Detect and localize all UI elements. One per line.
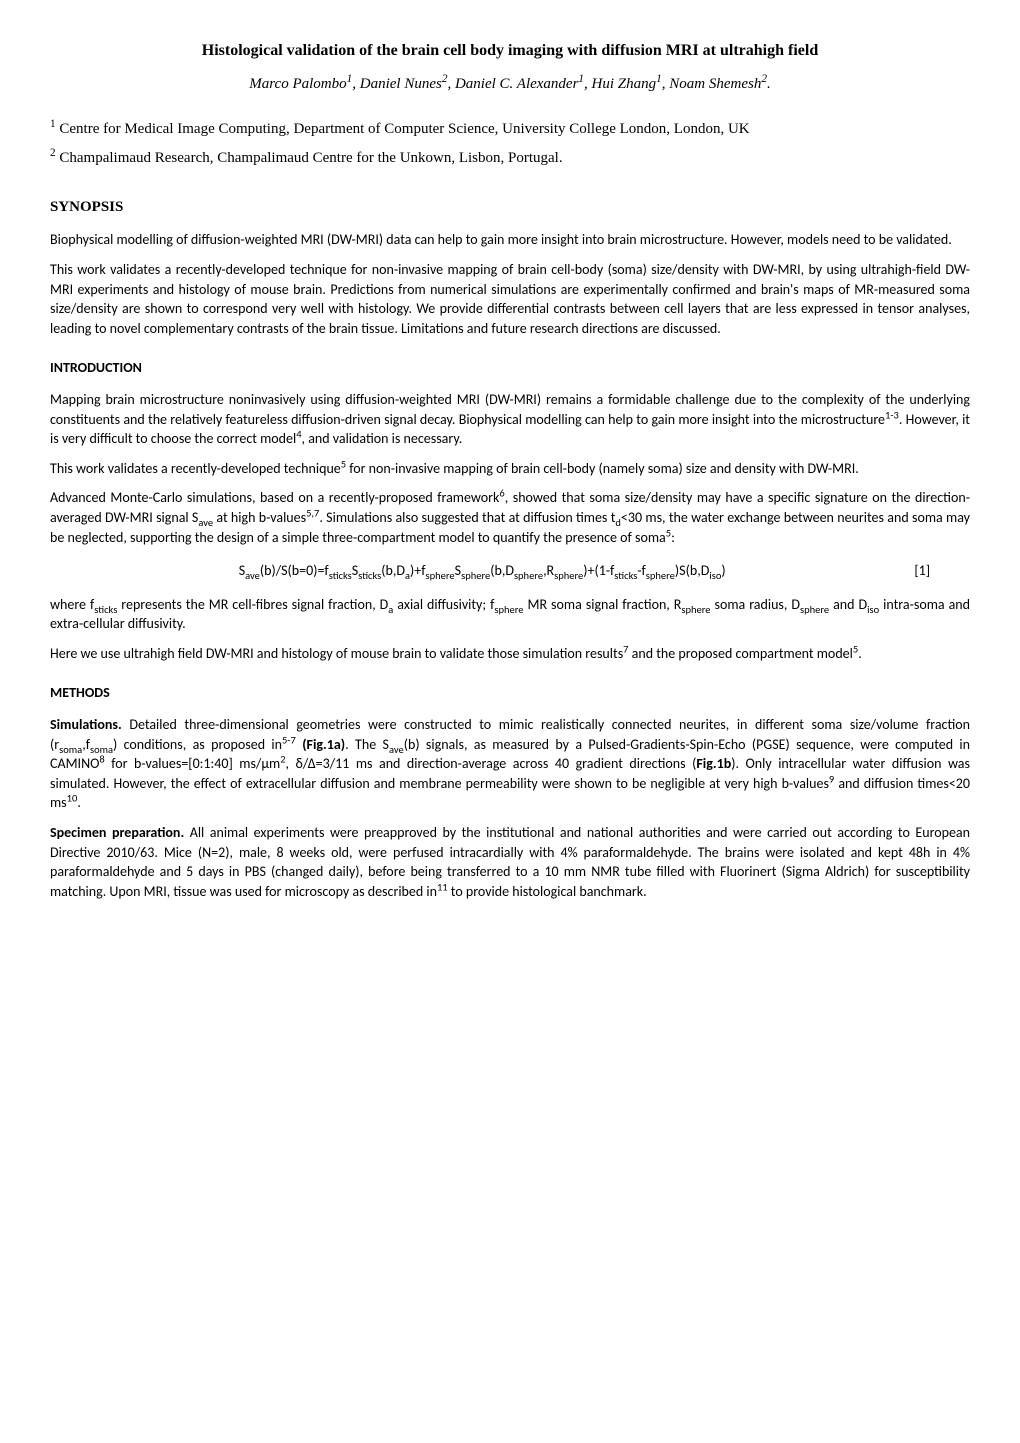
synopsis-para-1: Biophysical modelling of diffusion-weigh… — [50, 230, 970, 250]
synopsis-para-2: This work validates a recently-developed… — [50, 260, 970, 338]
equation-1: Save(b)/S(b=0)=fsticksSsticks(b,Da)+fsph… — [50, 561, 970, 581]
affiliation-sup: 1 — [50, 118, 56, 130]
intro-para-4: where fsticks represents the MR cell-fib… — [50, 595, 970, 634]
intro-para-2: This work validates a recently-developed… — [50, 459, 970, 479]
intro-para-5: Here we use ultrahigh field DW-MRI and h… — [50, 644, 970, 664]
equation-body: Save(b)/S(b=0)=fsticksSsticks(b,Da)+fsph… — [239, 562, 726, 579]
introduction-heading: INTRODUCTION — [50, 358, 970, 378]
synopsis-heading: SYNOPSIS — [50, 197, 970, 218]
affiliation-1: 1 Centre for Medical Image Computing, De… — [50, 119, 970, 140]
intro-para-1: Mapping brain microstructure noninvasive… — [50, 390, 970, 449]
affiliation-text: Centre for Medical Image Computing, Depa… — [59, 121, 749, 137]
simulations-runin: Simulations. — [50, 716, 122, 733]
specimen-text: All animal experiments were preapproved … — [50, 824, 970, 900]
authors-line: Marco Palombo1, Daniel Nunes2, Daniel C.… — [50, 74, 970, 95]
methods-specimen-para: Specimen preparation. All animal experim… — [50, 823, 970, 901]
equation-number: [1] — [914, 561, 930, 581]
methods-heading: METHODS — [50, 683, 970, 703]
intro-para-3: Advanced Monte-Carlo simulations, based … — [50, 488, 970, 547]
methods-simulations-para: Simulations. Detailed three-dimensional … — [50, 715, 970, 813]
affiliation-text: Champalimaud Research, Champalimaud Cent… — [59, 150, 562, 166]
specimen-runin: Specimen preparation. — [50, 824, 184, 841]
affiliation-sup: 2 — [50, 147, 56, 159]
paper-title: Histological validation of the brain cel… — [50, 40, 970, 62]
affiliation-2: 2 Champalimaud Research, Champalimaud Ce… — [50, 148, 970, 169]
simulations-text: Detailed three-dimensional geometries we… — [50, 716, 970, 811]
